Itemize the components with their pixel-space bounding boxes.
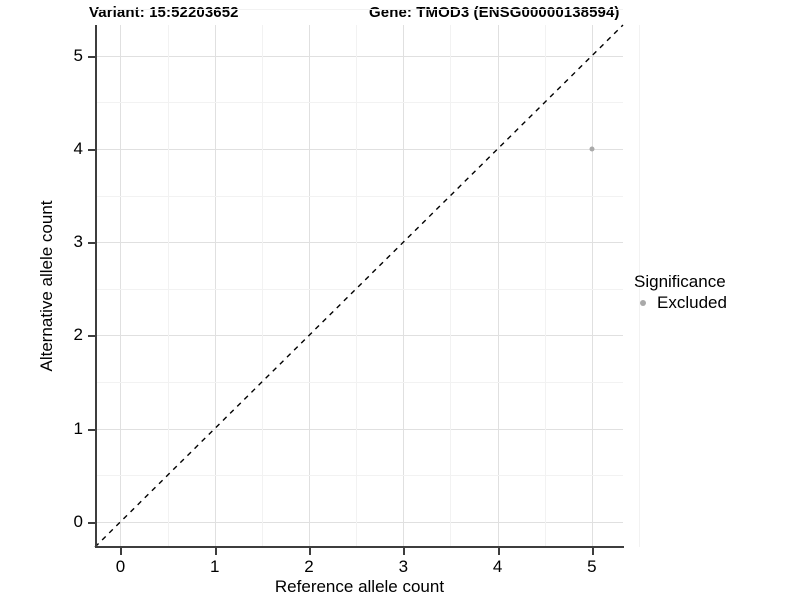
x-axis-tick-label: 1 (210, 557, 220, 576)
legend-title: Significance (634, 272, 726, 291)
y-axis-tick-label: 4 (73, 138, 83, 158)
y-axis-title-wrapper: Alternative allele count (36, 25, 58, 547)
y-axis-tick (88, 521, 95, 524)
variant-title: Variant: 15:52203652 (89, 4, 239, 21)
x-axis-tick (120, 548, 123, 555)
y-axis-tick (88, 55, 95, 58)
y-axis-tick (88, 242, 95, 245)
x-axis-tick-label: 4 (492, 557, 503, 576)
legend-items: Excluded (634, 293, 794, 313)
x-axis-title: Reference allele count (274, 577, 445, 596)
y-axis-line (95, 25, 97, 548)
circle-marker-icon (640, 300, 646, 306)
y-axis-tick (88, 428, 95, 431)
y-axis-title: Alternative allele count (37, 200, 56, 372)
x-axis-tick (214, 548, 217, 555)
grid-lines (95, 9, 641, 547)
x-axis-tick (591, 548, 594, 555)
y-axis-tick (88, 335, 95, 338)
gridline (639, 25, 641, 547)
y-axis-tick-label: 2 (73, 325, 83, 345)
plot-panel (94, 9, 641, 548)
y-axis-tick-labels: 0 1 2 3 4 5 (0, 0, 83, 600)
legend-key (634, 300, 652, 306)
y-axis-tick-label: 3 (73, 232, 83, 252)
y-axis-tick-label: 5 (73, 45, 83, 65)
x-axis-tick-label: 0 (115, 557, 126, 576)
x-axis-tick-label: 2 (304, 557, 314, 576)
y-axis-tick (88, 148, 95, 151)
gridline (95, 102, 623, 104)
y-axis-tick-label: 0 (73, 511, 83, 531)
x-axis-tick-label: 5 (587, 557, 597, 576)
gridline (95, 9, 623, 11)
legend-item[interactable]: Excluded (634, 293, 794, 313)
x-axis-tick (403, 548, 406, 555)
x-axis-tick (309, 548, 312, 555)
data-point[interactable] (589, 146, 595, 152)
x-axis-tick (497, 548, 500, 555)
x-axis-line (95, 546, 624, 548)
y-axis-tick-label: 1 (73, 418, 83, 438)
legend: Significance Excluded (634, 272, 794, 313)
gene-title: Gene: TMOD3 (ENSG00000138594) (369, 4, 620, 21)
legend-item-label: Excluded (657, 293, 727, 312)
x-axis-tick-label: 3 (398, 557, 409, 576)
